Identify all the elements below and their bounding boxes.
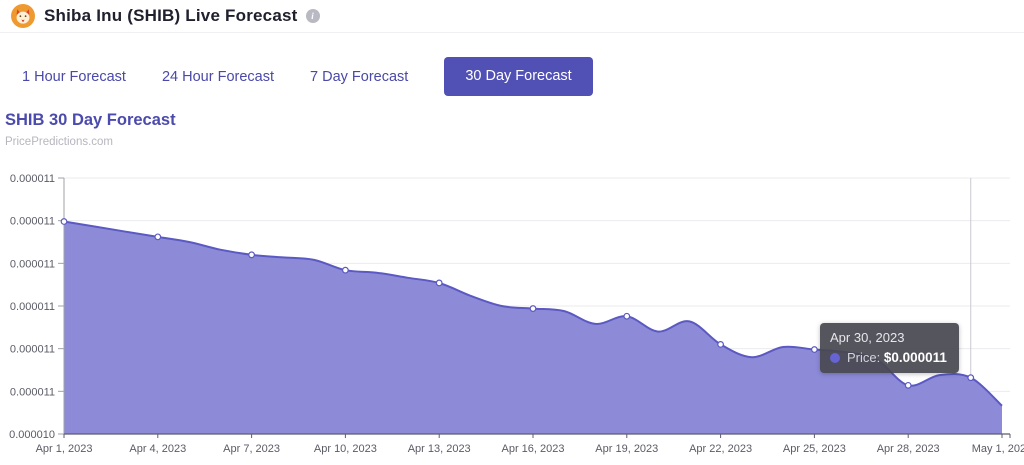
tab-1-hour-forecast[interactable]: 1 Hour Forecast (22, 68, 126, 85)
x-axis-label: Apr 4, 2023 (129, 443, 186, 455)
x-axis-label: Apr 19, 2023 (595, 443, 658, 455)
data-point-marker[interactable] (248, 251, 256, 259)
tooltip-date: Apr 30, 2023 (830, 330, 905, 345)
tab-24-hour-forecast[interactable]: 24 Hour Forecast (161, 68, 274, 85)
x-axis-label: May 1, 2023 (972, 443, 1024, 455)
y-axis-label: 0.000011 (10, 173, 55, 185)
tooltip-price-label: Price: (847, 350, 884, 365)
data-point-marker[interactable] (623, 312, 631, 320)
data-point-marker[interactable] (904, 381, 912, 389)
tooltip-price-value: $0.000011 (883, 350, 947, 365)
tooltip-price: Price: $0.000011 (847, 350, 947, 365)
forecast-area-chart[interactable]: 0.000011 0.000011 0.000011 0.000011 0.000011… (0, 170, 1024, 465)
y-axis-label: 0.000011 (10, 216, 55, 228)
shiba-inu-logo-icon (11, 4, 35, 28)
y-axis-label: 0.000011 (10, 344, 55, 356)
x-axis-label: Apr 22, 2023 (689, 443, 752, 455)
forecast-tabs: 1 Hour Forecast 24 Hour Forecast 7 Day F… (22, 57, 593, 96)
x-axis-label: Apr 28, 2023 (877, 443, 940, 455)
tab-7-day-forecast[interactable]: 7 Day Forecast (310, 68, 409, 85)
data-point-marker[interactable] (435, 279, 443, 287)
data-point-marker[interactable] (967, 374, 975, 382)
info-icon[interactable]: i (305, 9, 320, 23)
series-dot-icon (830, 352, 840, 363)
x-axis-label: Apr 13, 2023 (408, 443, 471, 455)
y-axis-label: 0.000010 (9, 429, 55, 441)
x-axis-label: Apr 16, 2023 (502, 443, 565, 455)
x-axis-label: Apr 1, 2023 (36, 443, 93, 455)
tab-30-day-forecast[interactable]: 30 Day Forecast (444, 57, 593, 96)
y-axis-label: 0.000011 (10, 301, 55, 313)
data-point-marker[interactable] (342, 266, 349, 274)
chart-tooltip: Apr 30, 2023 Price: $0.000011 (820, 323, 959, 373)
data-point-marker[interactable] (811, 346, 818, 353)
watermark: PricePredictions.com (5, 136, 114, 148)
y-axis-label: 0.000011 (10, 258, 55, 270)
x-axis-label: Apr 7, 2023 (223, 443, 280, 455)
data-point-marker[interactable] (529, 305, 537, 312)
data-point-marker[interactable] (717, 340, 724, 348)
x-axis-label: Apr 10, 2023 (314, 443, 377, 455)
x-axis-label: Apr 25, 2023 (783, 443, 846, 455)
area-fill (64, 221, 1002, 434)
page-title: Shiba Inu (SHIB) Live Forecast (44, 6, 298, 25)
data-point-marker[interactable] (154, 233, 162, 241)
data-point-marker[interactable] (60, 218, 68, 225)
chart-title: SHIB 30 Day Forecast (5, 111, 176, 129)
y-axis-label: 0.000011 (10, 386, 55, 398)
header: Shiba Inu (SHIB) Live Forecast i (0, 0, 1024, 33)
